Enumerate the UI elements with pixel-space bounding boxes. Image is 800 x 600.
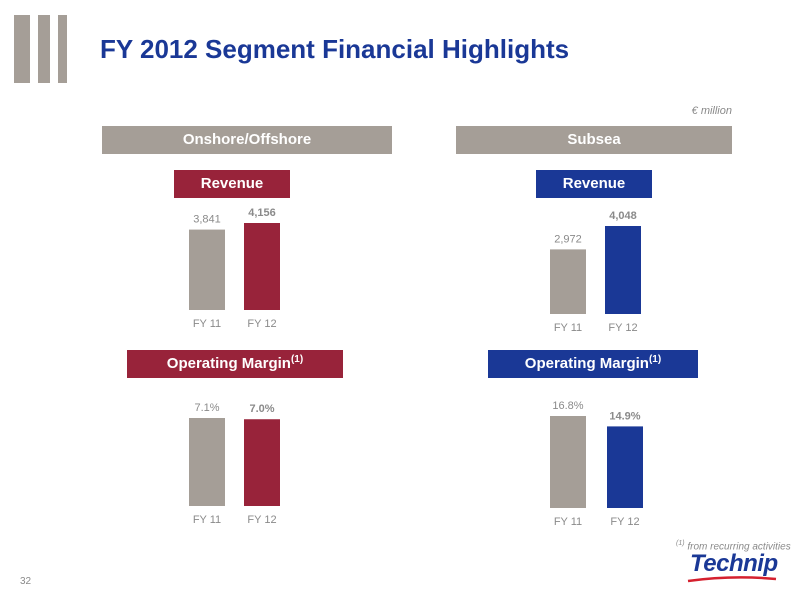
- margin-label-text: Operating Margin: [524, 355, 649, 372]
- bar-onshore-margin-2: [244, 419, 280, 506]
- bar-onshore-revenue-2: [244, 223, 280, 310]
- page-title: FY 2012 Segment Financial Highlights: [100, 34, 570, 64]
- footnote-sup: (1): [676, 540, 685, 547]
- value-label-onshore-revenue-1: 3,841: [193, 214, 221, 226]
- bar-subsea-margin-1: [550, 416, 586, 508]
- page-number: 32: [20, 576, 32, 587]
- category-label-onshore-revenue-1: FY 11: [193, 318, 221, 330]
- category-label-subsea-margin-2: FY 12: [610, 516, 639, 528]
- category-label-onshore-margin-1: FY 11: [193, 514, 221, 526]
- bar-subsea-revenue-2: [605, 226, 641, 314]
- revenue-label-onshore: Revenue: [174, 170, 290, 198]
- value-label-subsea-revenue-1: 2,972: [554, 233, 582, 245]
- value-label-subsea-margin-2: 14.9%: [609, 410, 640, 422]
- category-label-onshore-revenue-2: FY 12: [247, 318, 276, 330]
- segment-header-onshore: Onshore/Offshore: [102, 126, 392, 154]
- revenue-label-subsea: Revenue: [536, 170, 652, 198]
- value-label-subsea-revenue-2: 4,048: [609, 210, 637, 222]
- value-label-onshore-margin-2: 7.0%: [249, 403, 274, 415]
- value-label-onshore-revenue-2: 4,156: [248, 207, 276, 219]
- bar-onshore-margin-1: [189, 418, 225, 506]
- margin-label-text: Operating Margin: [166, 355, 291, 372]
- unit-label: € million: [691, 105, 732, 117]
- margin-label-sup: (1): [290, 354, 304, 365]
- bar-onshore-revenue-1: [189, 229, 225, 310]
- margin-label-onshore: Operating Margin(1): [127, 350, 343, 378]
- category-label-subsea-revenue-1: FY 11: [554, 322, 582, 334]
- segment-header-subsea: Subsea: [456, 126, 732, 154]
- category-label-onshore-margin-2: FY 12: [247, 514, 276, 526]
- bar-subsea-revenue-1: [550, 249, 586, 314]
- value-label-subsea-margin-1: 16.8%: [552, 400, 583, 412]
- footnote-text: from recurring activities: [687, 541, 791, 553]
- decorative-bar: [38, 15, 50, 83]
- bar-subsea-margin-2: [607, 426, 643, 508]
- logo-text: Technip: [690, 550, 778, 577]
- footnote: (1) from recurring activities: [676, 540, 791, 552]
- logo-swoosh-icon: [687, 576, 777, 583]
- decorative-bar: [14, 15, 30, 83]
- margin-label-subsea: Operating Margin(1): [488, 350, 698, 378]
- category-label-subsea-revenue-2: FY 12: [608, 322, 637, 334]
- category-label-subsea-margin-1: FY 11: [554, 516, 582, 528]
- value-label-onshore-margin-1: 7.1%: [194, 402, 219, 414]
- technip-logo: Technip: [686, 550, 782, 584]
- margin-label-sup: (1): [648, 354, 662, 365]
- decorative-bar: [58, 15, 67, 83]
